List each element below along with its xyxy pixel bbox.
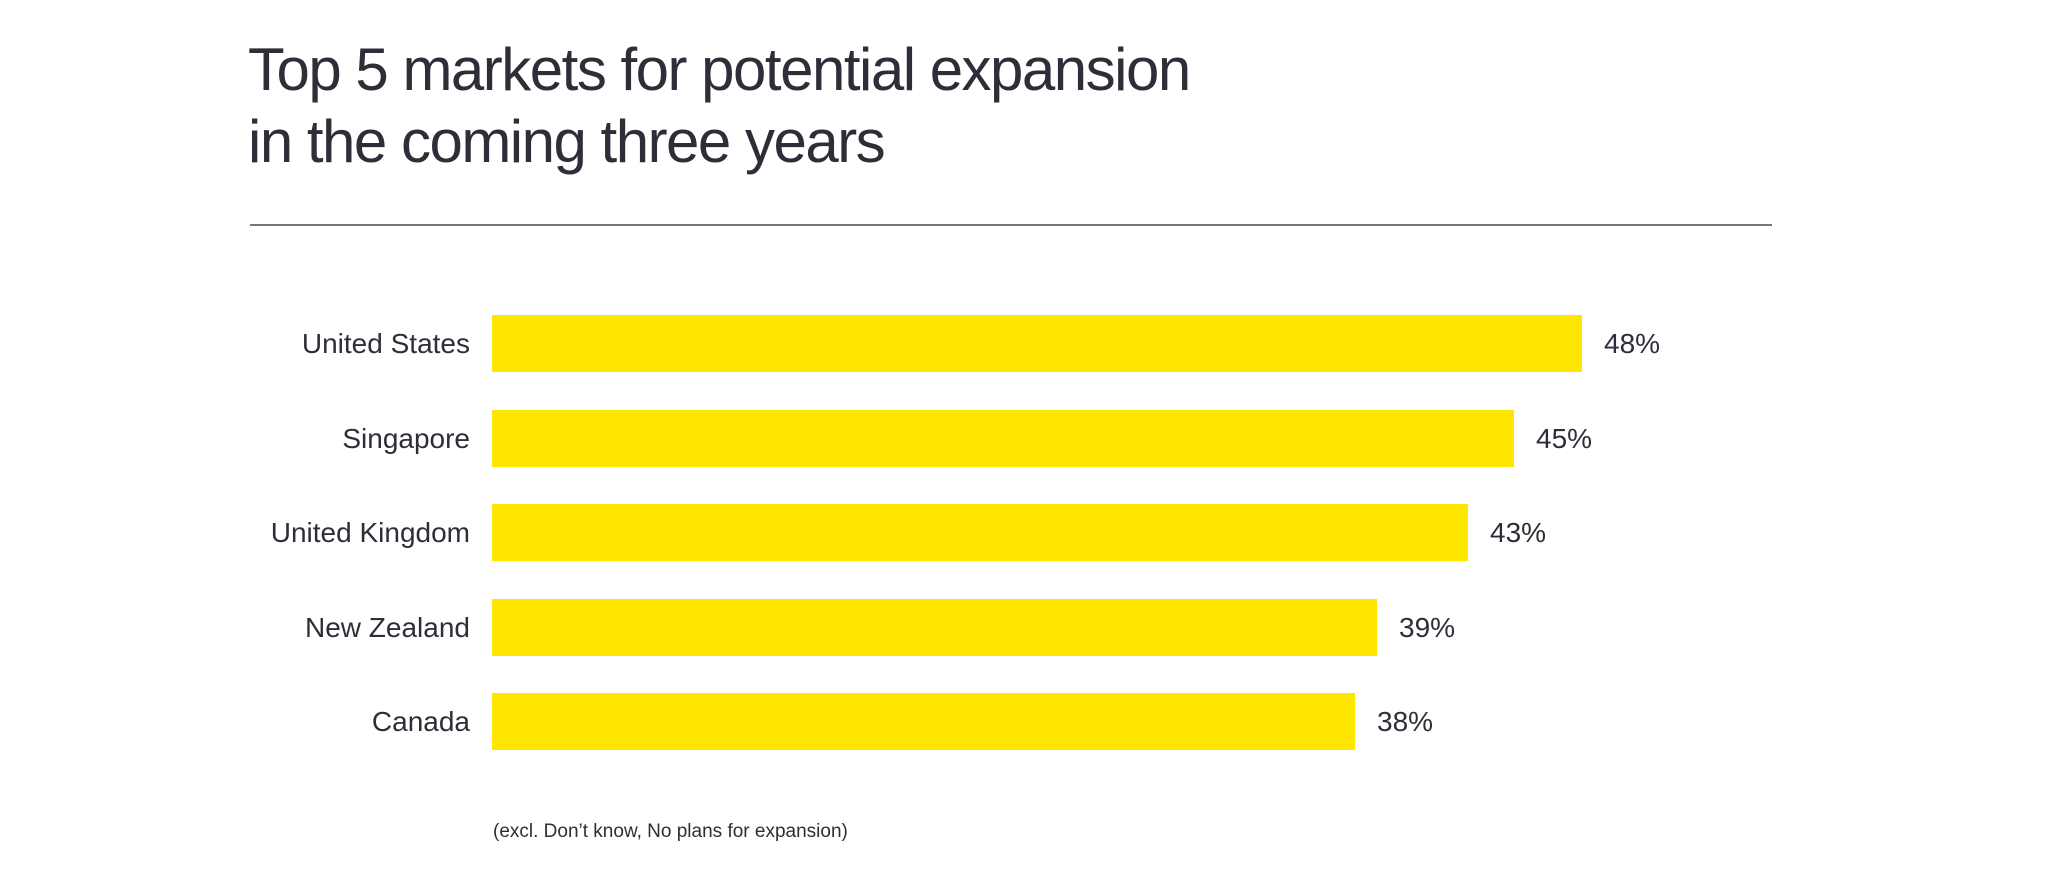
- chart-title-line-2: in the coming three years: [248, 108, 886, 175]
- value-label: 45%: [1536, 423, 1593, 454]
- chart-footnote: (excl. Don’t know, No plans for expansio…: [493, 821, 848, 842]
- chart-title: Top 5 markets for potential expansion in …: [248, 34, 1191, 178]
- value-label: 39%: [1399, 612, 1456, 643]
- category-label: New Zealand: [305, 612, 470, 643]
- bar-row: Canada 38%: [0, 693, 2048, 750]
- bar: [492, 504, 1468, 561]
- bar: [492, 410, 1514, 467]
- chart-title-line-1: Top 5 markets for potential expansion: [248, 36, 1191, 103]
- bar-row: United Kingdom 43%: [0, 504, 2048, 561]
- category-label: Singapore: [342, 423, 470, 454]
- category-label: United States: [301, 328, 470, 359]
- bar-row: United States 48%: [0, 315, 2048, 372]
- category-label: Canada: [371, 706, 470, 737]
- value-label: 48%: [1604, 328, 1661, 359]
- category-label: United Kingdom: [270, 517, 470, 548]
- bar: [492, 599, 1377, 656]
- bar-row: New Zealand 39%: [0, 599, 2048, 656]
- bar: [492, 693, 1355, 750]
- bar: [492, 315, 1582, 372]
- title-divider: [250, 224, 1772, 226]
- value-label: 43%: [1490, 517, 1547, 548]
- bar-row: Singapore 45%: [0, 410, 2048, 467]
- value-label: 38%: [1377, 706, 1434, 737]
